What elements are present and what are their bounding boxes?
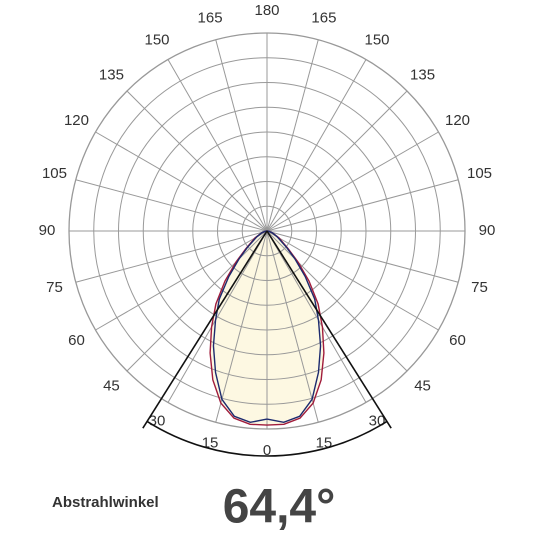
curve xyxy=(266,230,322,424)
beam-arc xyxy=(146,420,388,457)
angle-label: 105 xyxy=(467,165,492,182)
angle-label: 60 xyxy=(68,332,85,349)
grid-spoke xyxy=(266,230,439,331)
curve-fill xyxy=(210,231,267,426)
grid-spoke xyxy=(75,179,268,232)
angle-label: 60 xyxy=(449,332,466,349)
grid-spoke xyxy=(266,230,408,372)
beam-label: Abstrahlwinkel xyxy=(52,494,159,511)
grid-spoke xyxy=(95,131,268,232)
grid-spoke xyxy=(266,179,459,232)
angle-label: 165 xyxy=(198,9,223,26)
grid-spoke xyxy=(266,230,319,423)
angle-label: 120 xyxy=(64,112,89,129)
angle-label: 0 xyxy=(263,442,271,459)
beam-angle: 64,4° xyxy=(223,481,336,534)
curve xyxy=(212,230,268,424)
grid-spoke xyxy=(126,90,268,232)
angle-label: 150 xyxy=(144,31,169,48)
grid-spoke xyxy=(266,90,408,232)
angle-label: 105 xyxy=(42,165,67,182)
grid-spoke xyxy=(75,230,268,283)
angle-label: 180 xyxy=(254,2,279,19)
angle-label: 75 xyxy=(471,279,488,296)
grid-spoke xyxy=(215,39,268,232)
angle-label: 135 xyxy=(99,66,124,83)
grid-spoke xyxy=(266,131,439,232)
grid-spoke xyxy=(266,230,367,403)
curve-fill xyxy=(267,231,324,426)
grid-spoke xyxy=(266,39,319,232)
grid-spoke xyxy=(266,59,367,232)
grid-spoke xyxy=(167,59,268,232)
angle-label: 90 xyxy=(39,222,56,239)
angle-label: 165 xyxy=(311,9,336,26)
plot: 0 151530304545606075759090105105120120135… xyxy=(39,2,496,459)
grid-spoke xyxy=(126,230,268,372)
beam-line xyxy=(266,230,392,429)
grid-spoke xyxy=(215,230,268,423)
angle-label: 135 xyxy=(410,66,435,83)
angle-label: 120 xyxy=(445,112,470,129)
angle-label: 75 xyxy=(46,279,63,296)
angle-label: 45 xyxy=(103,378,120,395)
angle-label: 45 xyxy=(414,378,431,395)
grid-spoke xyxy=(95,230,268,331)
angle-label: 90 xyxy=(479,222,496,239)
beam-line xyxy=(142,230,268,429)
angle-label: 150 xyxy=(364,31,389,48)
grid-spoke xyxy=(266,230,459,283)
grid-spoke xyxy=(167,230,268,403)
